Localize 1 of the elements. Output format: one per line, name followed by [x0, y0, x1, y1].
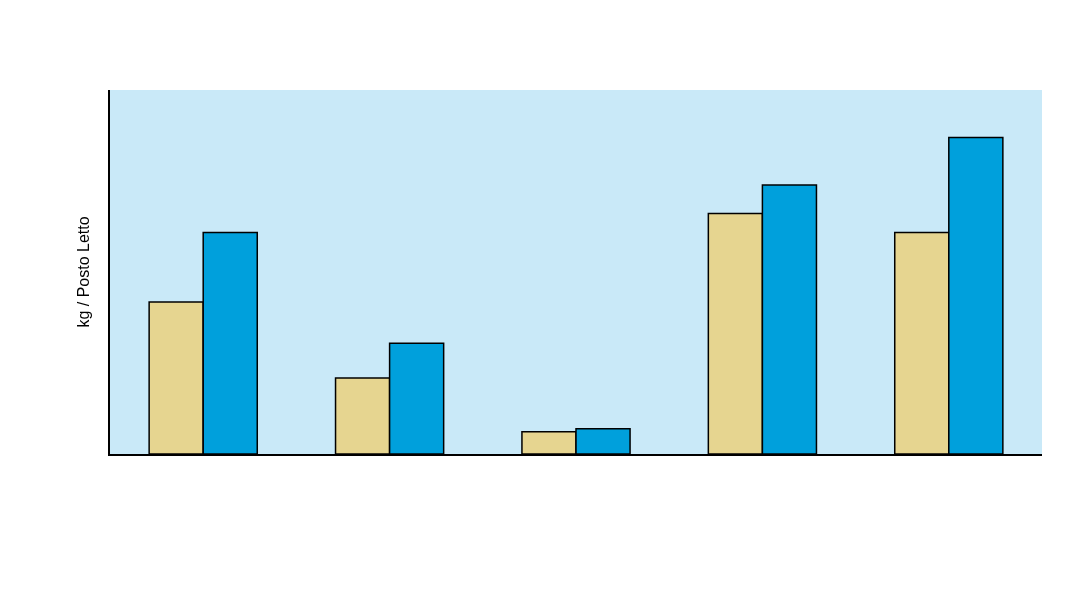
y-axis-title: kg / Posto Letto [74, 216, 92, 328]
